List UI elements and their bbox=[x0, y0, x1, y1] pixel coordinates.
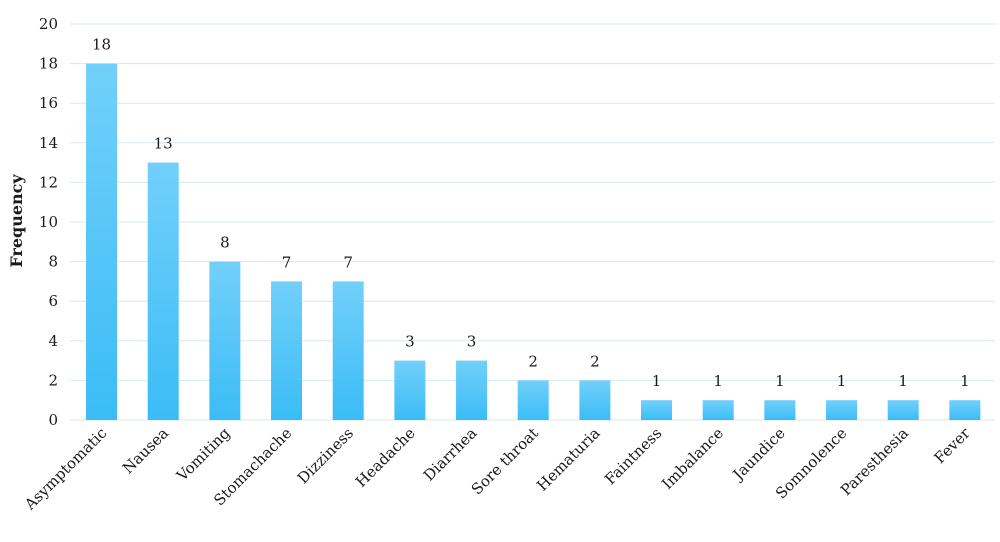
bar bbox=[641, 400, 673, 420]
y-tick-label: 12 bbox=[39, 173, 58, 191]
bar bbox=[147, 162, 179, 420]
bar bbox=[826, 400, 858, 420]
bar bbox=[456, 360, 488, 420]
bars bbox=[86, 63, 981, 420]
bar bbox=[702, 400, 734, 420]
bar-value-label: 1 bbox=[713, 372, 723, 390]
y-tick-label: 16 bbox=[39, 94, 58, 112]
category-label: Dizziness bbox=[294, 424, 357, 487]
bar bbox=[271, 281, 303, 420]
category-label: Hematuria bbox=[533, 424, 604, 495]
bar bbox=[517, 380, 549, 420]
bar bbox=[887, 400, 919, 420]
bar-value-label: 3 bbox=[467, 333, 477, 351]
bar-value-label: 1 bbox=[652, 372, 662, 390]
category-label: Sore throat bbox=[468, 424, 542, 498]
y-tick-label: 2 bbox=[48, 371, 58, 389]
bar bbox=[332, 281, 364, 420]
bar bbox=[86, 63, 118, 420]
bar-value-label: 18 bbox=[92, 36, 111, 54]
bar-value-label: 13 bbox=[154, 135, 173, 153]
y-tick-label: 14 bbox=[39, 134, 58, 152]
category-label: Headache bbox=[352, 424, 419, 491]
category-label: Imbalance bbox=[658, 424, 727, 493]
y-tick-label: 0 bbox=[48, 411, 58, 429]
bar-value-label: 1 bbox=[837, 372, 847, 390]
category-label: Diarrhea bbox=[420, 424, 481, 485]
bar-value-label: 2 bbox=[528, 352, 538, 370]
y-tick-label: 4 bbox=[48, 332, 58, 350]
bar-value-label: 2 bbox=[590, 352, 600, 370]
bar-value-label: 8 bbox=[220, 234, 230, 252]
bar bbox=[394, 360, 426, 420]
bar-value-label: 1 bbox=[898, 372, 908, 390]
y-tick-label: 6 bbox=[48, 292, 58, 310]
y-tick-label: 20 bbox=[39, 15, 58, 33]
data-labels: 18 13 8 7 7 3 3 2 2 1 1 1 1 1 1 bbox=[92, 36, 970, 391]
bar bbox=[209, 261, 241, 420]
bar-value-label: 7 bbox=[282, 253, 292, 271]
y-tick-label: 18 bbox=[39, 55, 58, 73]
y-tick-label: 10 bbox=[39, 213, 58, 231]
category-label: Jaundice bbox=[728, 424, 789, 485]
category-label: Fever bbox=[931, 424, 975, 468]
category-label: Nausea bbox=[119, 424, 172, 477]
y-axis-title: Frequency bbox=[7, 174, 26, 268]
category-labels: Asymptomatic Nausea VomitingStomachacheDiz… bbox=[20, 424, 974, 515]
category-label: Vomiting bbox=[172, 424, 234, 486]
y-axis-ticks: 0 2 4 6 8 10 12 14 16 18 20 bbox=[39, 15, 58, 429]
bar bbox=[579, 380, 611, 420]
bar-value-label: 3 bbox=[405, 333, 415, 351]
bar bbox=[949, 400, 981, 420]
y-tick-label: 8 bbox=[48, 253, 58, 271]
bar bbox=[764, 400, 796, 420]
bar-value-label: 7 bbox=[343, 253, 353, 271]
bar-value-label: 1 bbox=[775, 372, 785, 390]
category-label: Asymptomatic bbox=[20, 424, 110, 514]
bar-value-label: 1 bbox=[960, 372, 970, 390]
category-label: Faintness bbox=[601, 424, 665, 488]
